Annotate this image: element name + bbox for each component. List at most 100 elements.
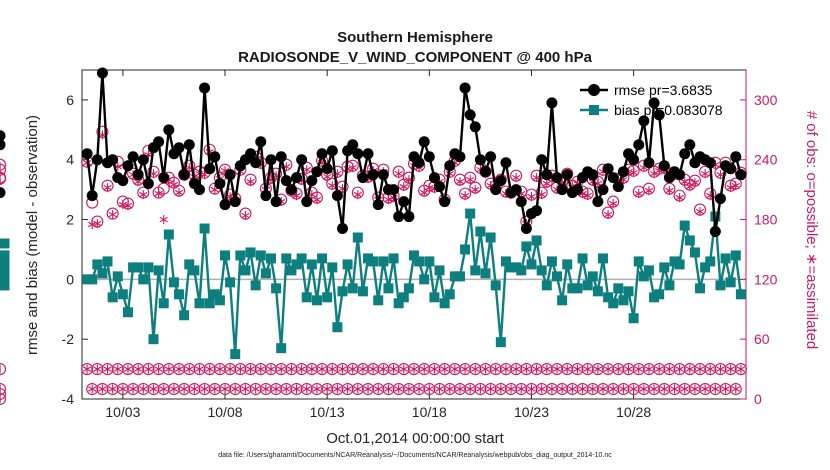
low-obs-assimilated-point [685,364,695,374]
y-right-tick-label: 120 [754,271,778,287]
low-obs-assimilated-point [389,364,398,374]
rmse-point [86,190,98,202]
low-obs-assimilated-point [603,364,613,374]
rmse-point [556,184,568,196]
bias-point [633,256,644,267]
low-obs-possible-point [127,382,140,396]
low-obs-possible-point [397,363,410,376]
low-obs-assimilated-point [113,364,122,374]
low-obs-possible-point [438,363,451,376]
legend: rmse pr=3.6835 bias pr=0.083078 [580,82,723,118]
bias-point [0,280,10,291]
rmse-point [204,163,216,175]
low-obs-assimilated-point [563,364,572,374]
obs-assimilated-point [394,169,403,179]
bias-point [608,298,619,309]
bias-point [393,298,404,309]
rmse-point [428,172,440,184]
low-obs-possible-point [264,363,278,376]
low-obs-possible-point [367,363,380,376]
low-obs-assimilated-point [471,364,480,374]
obs-possible-point [0,163,7,176]
obs-assimilated-point [93,219,102,229]
low-obs-possible-point [402,382,415,396]
bias-point [705,256,716,267]
bias-point [194,298,205,309]
obs-assimilated-point [460,191,470,201]
bias-point [271,283,282,294]
low-obs-possible-point [321,382,334,396]
bias-point [378,256,389,267]
low-obs-possible-point [392,382,405,396]
rmse-point [178,169,190,181]
bias-point [373,295,384,306]
low-obs-possible-point [556,382,569,396]
low-obs-possible-point [300,382,313,396]
y-tick-label: -4 [62,391,75,407]
bias-point [179,310,190,321]
obs-assimilated-point [108,210,117,220]
rmse-point [96,67,108,79]
low-obs-possible-point [326,363,339,376]
rmse-point [515,196,527,208]
bias-point [204,298,215,309]
low-obs-possible-point [137,382,150,396]
low-obs-assimilated-point [517,384,526,394]
bias-point [414,256,425,267]
bias-point [332,322,343,333]
low-obs-assimilated-point [670,384,679,394]
low-obs-assimilated-point [506,384,516,394]
rmse-point [393,211,405,223]
bias-point [143,262,154,273]
low-obs-assimilated-point [333,384,342,394]
rmse-point [607,172,619,184]
bias-point [112,271,123,282]
low-obs-possible-point [622,363,635,376]
rmse-point [260,190,272,202]
legend-rmse-label: rmse pr=3.6835 [614,82,713,98]
low-obs-assimilated-point [133,364,143,374]
low-obs-possible-point [653,363,666,376]
rmse-point [127,151,139,163]
obs-assimilated-point [680,177,689,187]
low-obs-assimilated-point [302,384,311,394]
low-obs-assimilated-point [139,384,148,394]
low-obs-assimilated-point [511,364,521,374]
low-obs-assimilated-point [215,364,225,374]
low-obs-assimilated-point [277,364,286,374]
low-obs-possible-point [101,363,114,376]
y-right-tick-label: 180 [754,212,778,228]
low-obs-assimilated-point [338,364,347,374]
rmse-point [0,130,6,142]
low-obs-assimilated-point [501,364,511,374]
rmse-point [81,148,93,160]
rmse-point [0,139,6,151]
low-obs-assimilated-point [266,364,276,374]
rmse-point [469,121,481,133]
low-obs-assimilated-point [455,384,465,394]
low-obs-possible-point [188,382,201,396]
rmse-point [500,157,512,169]
rmse-point [423,151,435,163]
low-obs-possible-point [566,382,579,396]
low-obs-assimilated-point [159,384,168,394]
low-obs-assimilated-point [583,364,592,374]
low-obs-assimilated-point [241,384,250,394]
rmse-point [91,154,103,166]
bias-point [398,292,409,303]
low-obs-assimilated-point [225,364,235,374]
rmse-point [321,163,333,175]
low-obs-possible-point [346,363,359,376]
bias-point [158,298,169,309]
low-obs-possible-point [499,363,512,376]
rmse-point [531,205,543,217]
bias-point [720,253,731,264]
low-obs-possible-point [663,363,676,376]
low-obs-assimilated-point [312,384,322,394]
low-obs-possible-point [116,382,129,396]
bias-point [695,283,706,294]
low-obs-possible-point [254,363,267,376]
low-obs-assimilated-point [210,384,219,394]
low-obs-possible-point [331,382,344,396]
low-obs-possible-point [387,363,400,376]
